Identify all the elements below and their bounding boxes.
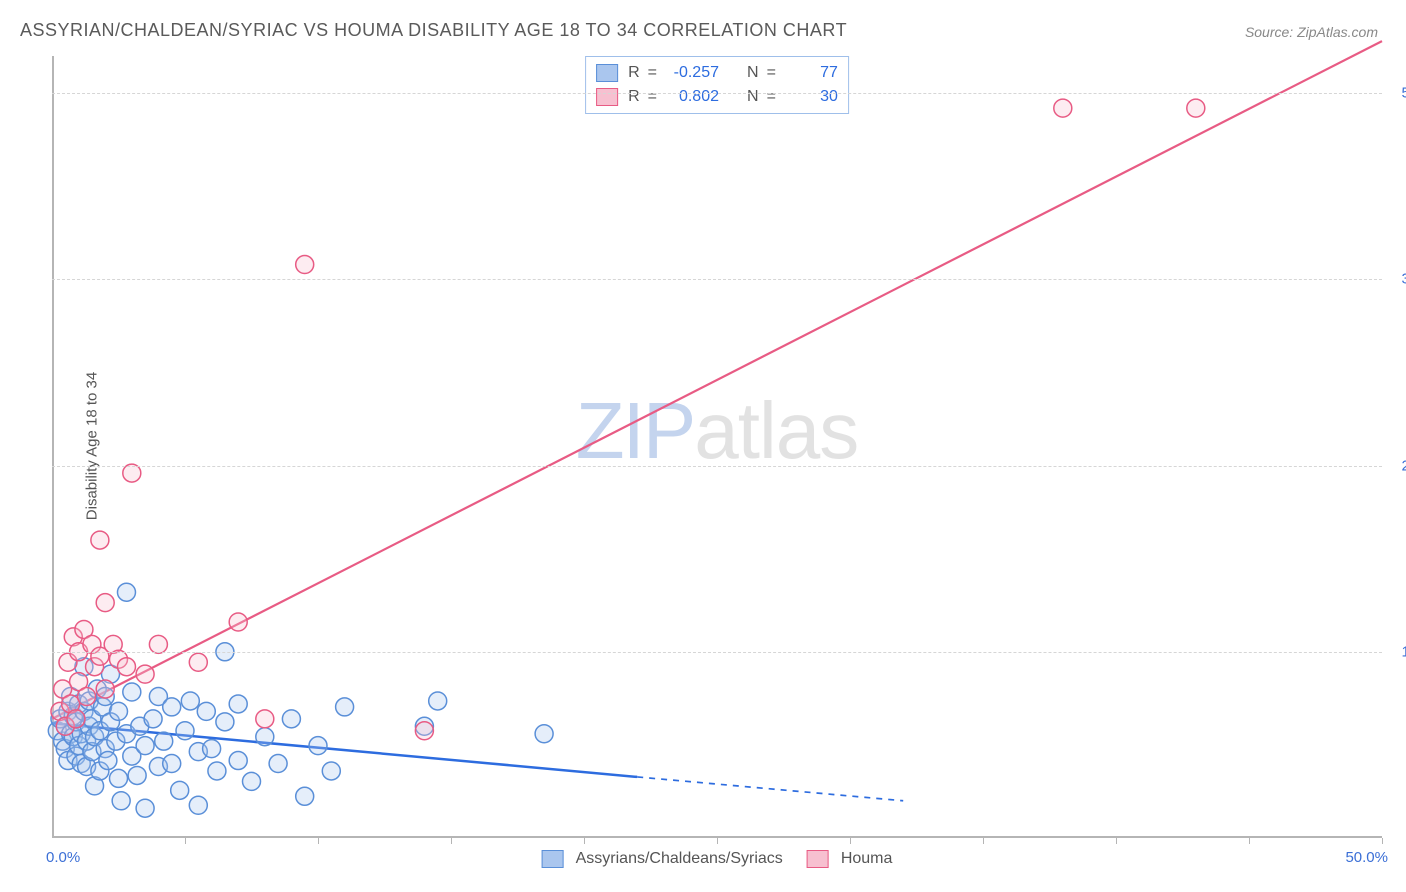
x-tick bbox=[1382, 838, 1383, 844]
point-houma bbox=[1187, 99, 1205, 117]
point-assyrians bbox=[171, 781, 189, 799]
point-houma bbox=[117, 658, 135, 676]
legend-item-1: Assyrians/Chaldeans/Syriacs bbox=[542, 850, 783, 868]
x-tick bbox=[717, 838, 718, 844]
point-assyrians bbox=[208, 762, 226, 780]
point-assyrians bbox=[282, 710, 300, 728]
point-assyrians bbox=[110, 702, 128, 720]
gridline bbox=[52, 652, 1382, 653]
point-assyrians bbox=[197, 702, 215, 720]
chart-container: ASSYRIAN/CHALDEAN/SYRIAC VS HOUMA DISABI… bbox=[0, 0, 1406, 892]
swatch-series-2 bbox=[596, 88, 618, 106]
x-tick bbox=[584, 838, 585, 844]
trendline-dashed-assyrians bbox=[637, 777, 903, 801]
point-assyrians bbox=[117, 583, 135, 601]
point-assyrians bbox=[229, 752, 247, 770]
point-assyrians bbox=[229, 695, 247, 713]
point-assyrians bbox=[181, 692, 199, 710]
correlation-box: R= -0.257 N= 77 R= 0.802 N= 30 bbox=[585, 56, 849, 114]
x-max-label: 50.0% bbox=[1345, 849, 1388, 866]
point-houma bbox=[149, 635, 167, 653]
point-assyrians bbox=[128, 766, 146, 784]
point-assyrians bbox=[336, 698, 354, 716]
x-tick bbox=[1249, 838, 1250, 844]
legend-swatch-1 bbox=[542, 850, 564, 868]
legend-label-2: Houma bbox=[841, 850, 893, 868]
source-label: Source: ZipAtlas.com bbox=[1245, 24, 1378, 40]
point-assyrians bbox=[163, 755, 181, 773]
point-assyrians bbox=[322, 762, 340, 780]
x-tick bbox=[983, 838, 984, 844]
n-value-1: 77 bbox=[784, 64, 838, 82]
x-tick bbox=[1116, 838, 1117, 844]
point-assyrians bbox=[269, 755, 287, 773]
x-tick bbox=[318, 838, 319, 844]
point-houma bbox=[96, 680, 114, 698]
trendline-houma bbox=[52, 41, 1382, 719]
point-houma bbox=[136, 665, 154, 683]
x-tick bbox=[185, 838, 186, 844]
point-assyrians bbox=[176, 722, 194, 740]
swatch-series-1 bbox=[596, 64, 618, 82]
point-houma bbox=[96, 594, 114, 612]
point-houma bbox=[1054, 99, 1072, 117]
legend-label-1: Assyrians/Chaldeans/Syriacs bbox=[576, 850, 783, 868]
legend-item-2: Houma bbox=[807, 850, 893, 868]
x-tick bbox=[850, 838, 851, 844]
point-assyrians bbox=[535, 725, 553, 743]
x-tick bbox=[451, 838, 452, 844]
point-assyrians bbox=[99, 752, 117, 770]
point-assyrians bbox=[216, 713, 234, 731]
point-assyrians bbox=[144, 710, 162, 728]
x-origin-label: 0.0% bbox=[46, 849, 80, 866]
point-assyrians bbox=[163, 698, 181, 716]
point-houma bbox=[91, 531, 109, 549]
point-houma bbox=[256, 710, 274, 728]
bottom-legend: Assyrians/Chaldeans/Syriacs Houma bbox=[542, 850, 893, 868]
gridline bbox=[52, 93, 1382, 94]
y-tick-label: 12.5% bbox=[1401, 643, 1406, 660]
legend-swatch-2 bbox=[807, 850, 829, 868]
point-assyrians bbox=[429, 692, 447, 710]
point-houma bbox=[296, 256, 314, 274]
r-value-2: 0.802 bbox=[665, 88, 719, 106]
point-assyrians bbox=[296, 787, 314, 805]
point-assyrians bbox=[136, 799, 154, 817]
point-assyrians bbox=[309, 737, 327, 755]
y-tick-label: 25.0% bbox=[1401, 457, 1406, 474]
point-assyrians bbox=[203, 740, 221, 758]
point-houma bbox=[229, 613, 247, 631]
point-houma bbox=[78, 687, 96, 705]
point-houma bbox=[189, 653, 207, 671]
plot-area: ZIPatlas R= -0.257 N= 77 R= 0.802 N= 30 … bbox=[52, 56, 1382, 838]
y-tick-label: 37.5% bbox=[1401, 271, 1406, 288]
correlation-row-1: R= -0.257 N= 77 bbox=[596, 61, 838, 85]
y-tick-label: 50.0% bbox=[1401, 85, 1406, 102]
correlation-row-2: R= 0.802 N= 30 bbox=[596, 85, 838, 109]
chart-svg bbox=[52, 56, 1382, 838]
n-value-2: 30 bbox=[784, 88, 838, 106]
point-assyrians bbox=[189, 796, 207, 814]
gridline bbox=[52, 279, 1382, 280]
point-assyrians bbox=[136, 737, 154, 755]
point-assyrians bbox=[123, 683, 141, 701]
point-houma bbox=[67, 710, 85, 728]
point-assyrians bbox=[243, 772, 261, 790]
r-value-1: -0.257 bbox=[665, 64, 719, 82]
point-houma bbox=[123, 464, 141, 482]
gridline bbox=[52, 466, 1382, 467]
point-assyrians bbox=[256, 728, 274, 746]
point-houma bbox=[415, 722, 433, 740]
point-assyrians bbox=[110, 769, 128, 787]
point-assyrians bbox=[112, 792, 130, 810]
point-assyrians bbox=[155, 732, 173, 750]
chart-title: ASSYRIAN/CHALDEAN/SYRIAC VS HOUMA DISABI… bbox=[20, 20, 847, 41]
